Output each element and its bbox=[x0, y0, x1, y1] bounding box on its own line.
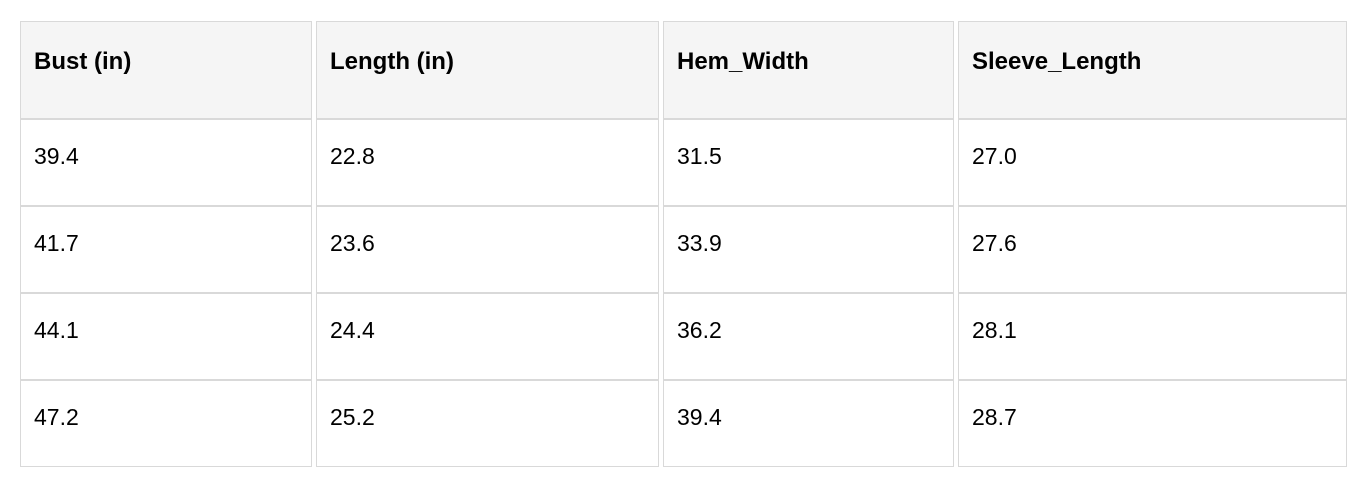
measurements-table: Bust (in) Length (in) Hem_Width Sleeve_L… bbox=[16, 21, 1351, 467]
table-cell: 28.7 bbox=[958, 380, 1347, 467]
table-cell: 44.1 bbox=[20, 293, 312, 380]
table-cell: 41.7 bbox=[20, 206, 312, 293]
column-header-sleeve-length: Sleeve_Length bbox=[958, 21, 1347, 119]
table-cell: 25.2 bbox=[316, 380, 659, 467]
table-cell: 33.9 bbox=[663, 206, 954, 293]
table-cell: 47.2 bbox=[20, 380, 312, 467]
column-header-hem-width: Hem_Width bbox=[663, 21, 954, 119]
column-header-length: Length (in) bbox=[316, 21, 659, 119]
table-cell: 24.4 bbox=[316, 293, 659, 380]
table-body: 39.4 22.8 31.5 27.0 41.7 23.6 33.9 27.6 … bbox=[20, 119, 1347, 467]
header-row: Bust (in) Length (in) Hem_Width Sleeve_L… bbox=[20, 21, 1347, 119]
table-cell: 28.1 bbox=[958, 293, 1347, 380]
table-row: 44.1 24.4 36.2 28.1 bbox=[20, 293, 1347, 380]
table-cell: 27.0 bbox=[958, 119, 1347, 206]
table-row: 41.7 23.6 33.9 27.6 bbox=[20, 206, 1347, 293]
table-cell: 27.6 bbox=[958, 206, 1347, 293]
column-header-bust: Bust (in) bbox=[20, 21, 312, 119]
table-cell: 36.2 bbox=[663, 293, 954, 380]
table-cell: 39.4 bbox=[20, 119, 312, 206]
table-header-row: Bust (in) Length (in) Hem_Width Sleeve_L… bbox=[20, 21, 1347, 119]
table-row: 47.2 25.2 39.4 28.7 bbox=[20, 380, 1347, 467]
table-cell: 31.5 bbox=[663, 119, 954, 206]
table-row: 39.4 22.8 31.5 27.0 bbox=[20, 119, 1347, 206]
table-cell: 22.8 bbox=[316, 119, 659, 206]
table-cell: 39.4 bbox=[663, 380, 954, 467]
table-cell: 23.6 bbox=[316, 206, 659, 293]
